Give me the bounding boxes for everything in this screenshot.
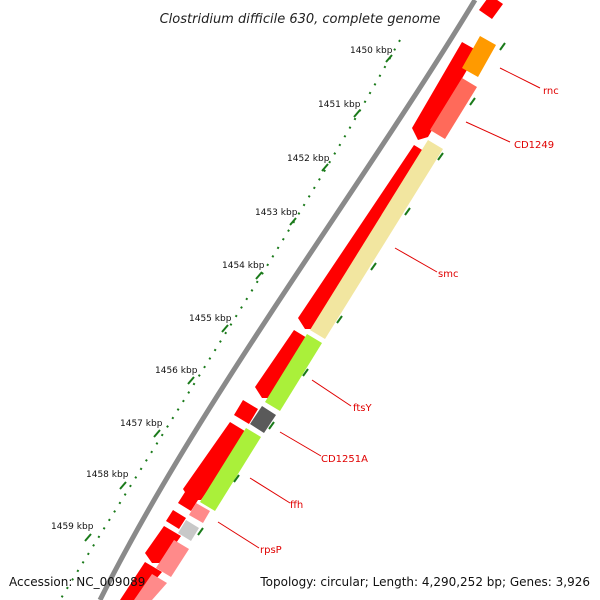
inner-tick-marks (197, 42, 506, 536)
forward-gene-arrow (166, 510, 186, 529)
kbp-label: 1457 kbp (120, 419, 163, 429)
genome-backbone (97, 0, 478, 600)
kbp-label: 1455 kbp (189, 314, 232, 324)
forward-gene-arrow (479, 0, 503, 19)
forward-gene-arrow (255, 330, 312, 398)
forward-gene-arrow (145, 526, 181, 563)
kbp-label: 1452 kbp (287, 154, 330, 164)
gene-pink-tail (134, 574, 167, 600)
forward-gene-arrow (120, 562, 162, 600)
gene-label-ftsY: ftsY (353, 403, 372, 414)
gene-small-pink (189, 503, 210, 523)
gene-CD1249 (430, 78, 477, 139)
kbp-label: 1458 kbp (86, 470, 129, 480)
forward-strand-genes (120, 0, 503, 600)
kbp-label: 1459 kbp (51, 522, 94, 532)
gene-labels: rnc CD1249 smc ftsY CD1251A ffh rpsP (260, 86, 559, 556)
gene-ffh (200, 428, 261, 511)
gene-CD1251A (250, 406, 276, 433)
gene-label-CD1249: CD1249 (514, 140, 554, 151)
gene-rpsP (156, 540, 189, 577)
forward-gene-arrow (178, 492, 198, 511)
gene-small-grey (178, 520, 199, 541)
gene-ftsY (265, 334, 322, 411)
gene-smc (310, 140, 443, 339)
outer-tick-marks (84, 54, 393, 542)
forward-gene-arrow (183, 422, 248, 500)
kbp-label: 1450 kbp (350, 46, 393, 56)
kbp-label: 1453 kbp (255, 208, 298, 218)
genome-title: Clostridium difficile 630, complete geno… (160, 12, 441, 27)
forward-gene-arrow (412, 42, 478, 140)
reverse-strand-genes (134, 36, 496, 600)
kbp-label: 1451 kbp (318, 100, 361, 110)
gene-label-CD1251A: CD1251A (321, 454, 368, 465)
gene-label-rpsP: rpsP (260, 545, 282, 556)
accession-text: Accession: NC_009089 (9, 575, 146, 589)
forward-gene-arrow (234, 400, 258, 424)
gene-label-ffh: ffh (290, 500, 303, 511)
kbp-labels: 1450 kbp 1451 kbp 1452 kbp 1453 kbp 1454… (51, 46, 393, 532)
gene-rnc (462, 36, 496, 77)
gene-label-smc: smc (438, 269, 458, 280)
gene-label-rnc: rnc (543, 86, 559, 97)
gene-leader-lines (217, 67, 541, 549)
topology-text: Topology: circular; Length: 4,290,252 bp… (260, 575, 590, 589)
kbp-label: 1454 kbp (222, 261, 265, 271)
kbp-label: 1456 kbp (155, 366, 198, 376)
